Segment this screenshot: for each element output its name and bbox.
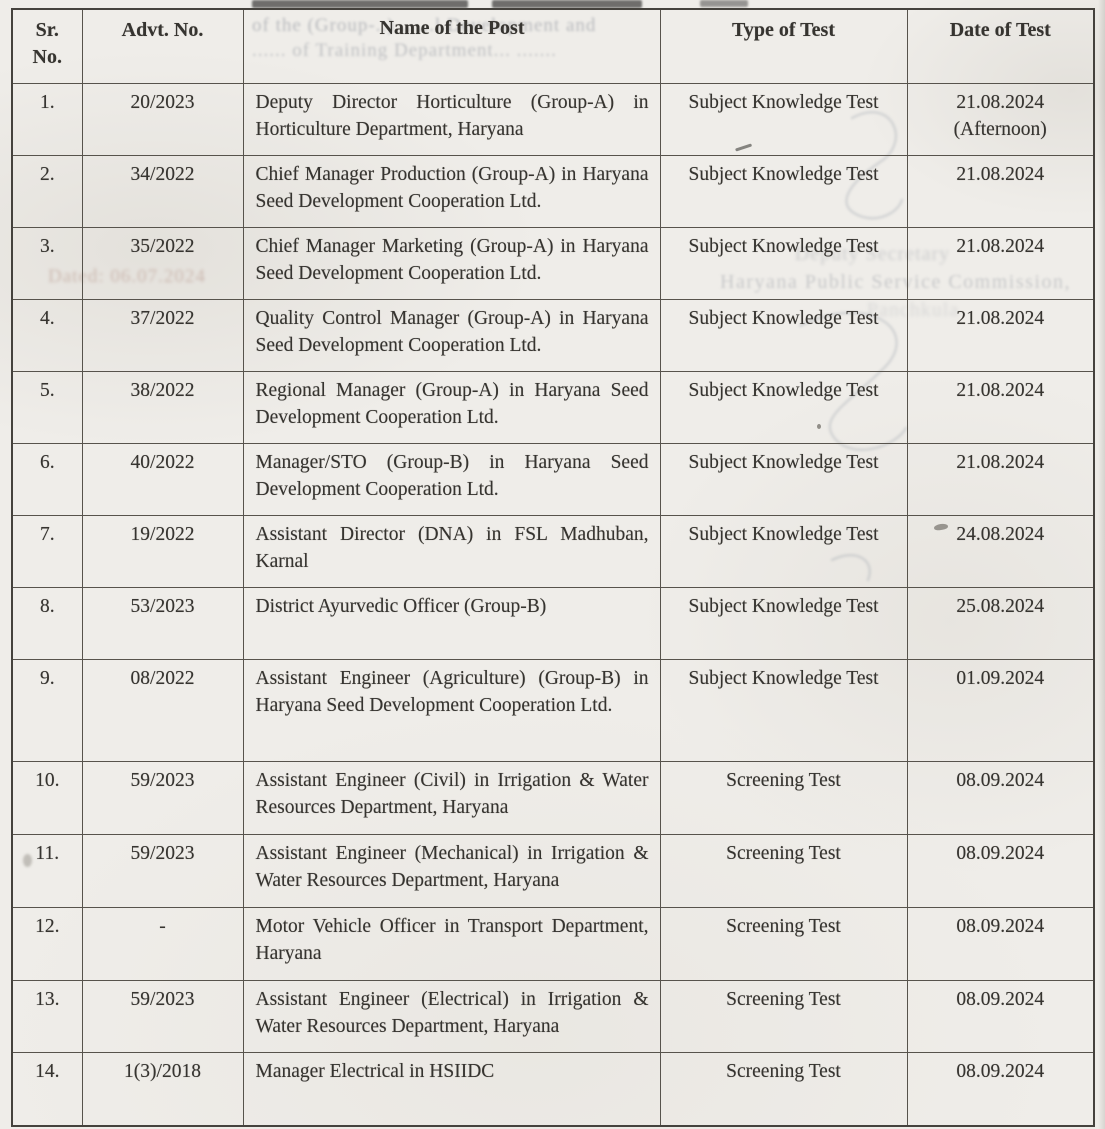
advt-no-cell: 08/2022 [81,658,244,762]
sr-no-cell: 13. [11,979,83,1053]
test-date-cell: 21.08.2024 (Afternoon) [906,82,1095,156]
sr-no-cell: 7. [11,514,83,588]
test-type-cell: Subject Knowledge Test [659,82,908,156]
test-type-cell: Screening Test [659,760,908,835]
advt-no-cell: 59/2023 [81,833,244,908]
advt-no-cell: 37/2022 [81,298,244,372]
sr-no-cell: 11. [11,833,83,908]
table-row: 12. - Motor Vehicle Officer in Transport D… [11,906,1095,981]
test-type-cell: Screening Test [659,1051,908,1127]
advt-no-cell: 59/2023 [81,760,244,835]
test-date-cell: 21.08.2024 [906,442,1095,516]
post-name-cell: Assistant Engineer (Civil) in Irrigation… [242,760,661,835]
test-type-cell: Screening Test [659,833,908,908]
advt-no-cell: 19/2022 [81,514,244,588]
post-name-cell: Manager Electrical in HSIIDC [242,1051,661,1127]
test-date-cell: 08.09.2024 [906,979,1095,1053]
post-name-cell: Assistant Engineer (Mechanical) in Irrig… [242,833,661,908]
sr-no-cell: 9. [11,658,83,762]
advt-no-cell: 35/2022 [81,226,244,300]
table-row: 6. 40/2022 Manager/STO (Group-B) in Haryan… [11,442,1095,516]
post-name-cell: Chief Manager Marketing (Group-A) in Har… [242,226,661,300]
post-name-cell: Assistant Engineer (Agriculture) (Group-… [242,658,661,762]
paper-smudge [23,854,32,867]
advt-no-cell: 1(3)/2018 [81,1051,244,1127]
sr-no-cell: 2. [11,154,83,228]
test-date-cell: 08.09.2024 [906,833,1095,908]
post-name-cell: Motor Vehicle Officer in Transport Depar… [242,906,661,981]
test-type-cell: Subject Knowledge Test [659,586,908,660]
sr-no-cell: 10. [11,760,83,835]
header-advt-no: Advt. No. [81,8,244,84]
sr-no-cell: 6. [11,442,83,516]
table-row: 4. 37/2022 Quality Control Manager (Group-… [11,298,1095,372]
test-date-cell: 21.08.2024 [906,370,1095,444]
test-type-cell: Subject Knowledge Test [659,226,908,300]
table-row: 5. 38/2022 Regional Manager (Group-A) in H… [11,370,1095,444]
post-name-cell: Assistant Engineer (Electrical) in Irrig… [242,979,661,1053]
scan-clipped-text-band [492,0,642,8]
post-name-cell: Deputy Director Horticulture (Group-A) i… [242,82,661,156]
table-row: 2. 34/2022 Chief Manager Production (Group… [11,154,1095,228]
test-date-cell: 21.08.2024 [906,298,1095,372]
test-date-cell: 21.08.2024 [906,154,1095,228]
test-type-cell: Subject Knowledge Test [659,370,908,444]
advt-no-cell: 38/2022 [81,370,244,444]
sr-no-cell: 1. [11,82,83,156]
post-name-cell: District Ayurvedic Officer (Group-B) [242,586,661,660]
sr-no-cell: 12. [11,906,83,981]
test-date-cell: 21.08.2024 [906,226,1095,300]
test-type-cell: Subject Knowledge Test [659,658,908,762]
test-type-cell: Screening Test [659,979,908,1053]
post-name-cell: Regional Manager (Group-A) in Haryana Se… [242,370,661,444]
test-type-cell: Screening Test [659,906,908,981]
test-date-cell: 08.09.2024 [906,906,1095,981]
exam-schedule-table: Sr. No. Advt. No. Name of the Post Type … [11,8,1095,1127]
header-type-of-test: Type of Test [659,8,908,84]
header-date-of-test: Date of Test [906,8,1095,84]
test-type-cell: Subject Knowledge Test [659,442,908,516]
advt-no-cell: 59/2023 [81,979,244,1053]
advt-no-cell: - [81,906,244,981]
scan-clipped-text-band [252,0,468,8]
advt-no-cell: 53/2023 [81,586,244,660]
sr-no-cell: 5. [11,370,83,444]
advt-no-cell: 40/2022 [81,442,244,516]
table-row: 3. 35/2022 Chief Manager Marketing (Group-… [11,226,1095,300]
table-row: 9. 08/2022 Assistant Engineer (Agriculture… [11,658,1095,762]
test-date-cell: 01.09.2024 [906,658,1095,762]
sr-no-cell: 3. [11,226,83,300]
sr-no-cell: 14. [11,1051,83,1127]
test-type-cell: Subject Knowledge Test [659,298,908,372]
header-name-of-post: Name of the Post [242,8,661,84]
ink-speck [817,424,821,429]
post-name-cell: Manager/STO (Group-B) in Haryana Seed De… [242,442,661,516]
test-date-cell: 25.08.2024 [906,586,1095,660]
test-date-cell: 08.09.2024 [906,1051,1095,1127]
table-row: 13. 59/2023 Assistant Engineer (Electrical… [11,979,1095,1053]
test-type-cell: Subject Knowledge Test [659,154,908,228]
post-name-cell: Quality Control Manager (Group-A) in Har… [242,298,661,372]
header-sr-no: Sr. No. [11,8,83,84]
table-row: 7. 19/2022 Assistant Director (DNA) in FSL… [11,514,1095,588]
table-row: 11. 59/2023 Assistant Engineer (Mechanical… [11,833,1095,908]
advt-no-cell: 34/2022 [81,154,244,228]
sr-no-cell: 4. [11,298,83,372]
scan-page-edge [1098,0,1105,1129]
scan-clipped-text-band [700,0,748,7]
advt-no-cell: 20/2023 [81,82,244,156]
table-row: 14. 1(3)/2018 Manager Electrical in HSIIDC… [11,1051,1095,1127]
post-name-cell: Assistant Director (DNA) in FSL Madhuban… [242,514,661,588]
table-row: 8. 53/2023 District Ayurvedic Officer (Gro… [11,586,1095,660]
table-row: 1. 20/2023 Deputy Director Horticulture (G… [11,82,1095,156]
sr-no-cell: 8. [11,586,83,660]
table-row: 10. 59/2023 Assistant Engineer (Civil) in … [11,760,1095,835]
test-type-cell: Subject Knowledge Test [659,514,908,588]
schedule-table-body: 1. 20/2023 Deputy Director Horticulture (G… [11,82,1095,1127]
test-date-cell: 08.09.2024 [906,760,1095,835]
post-name-cell: Chief Manager Production (Group-A) in Ha… [242,154,661,228]
table-header-row: Sr. No. Advt. No. Name of the Post Type … [11,8,1095,84]
